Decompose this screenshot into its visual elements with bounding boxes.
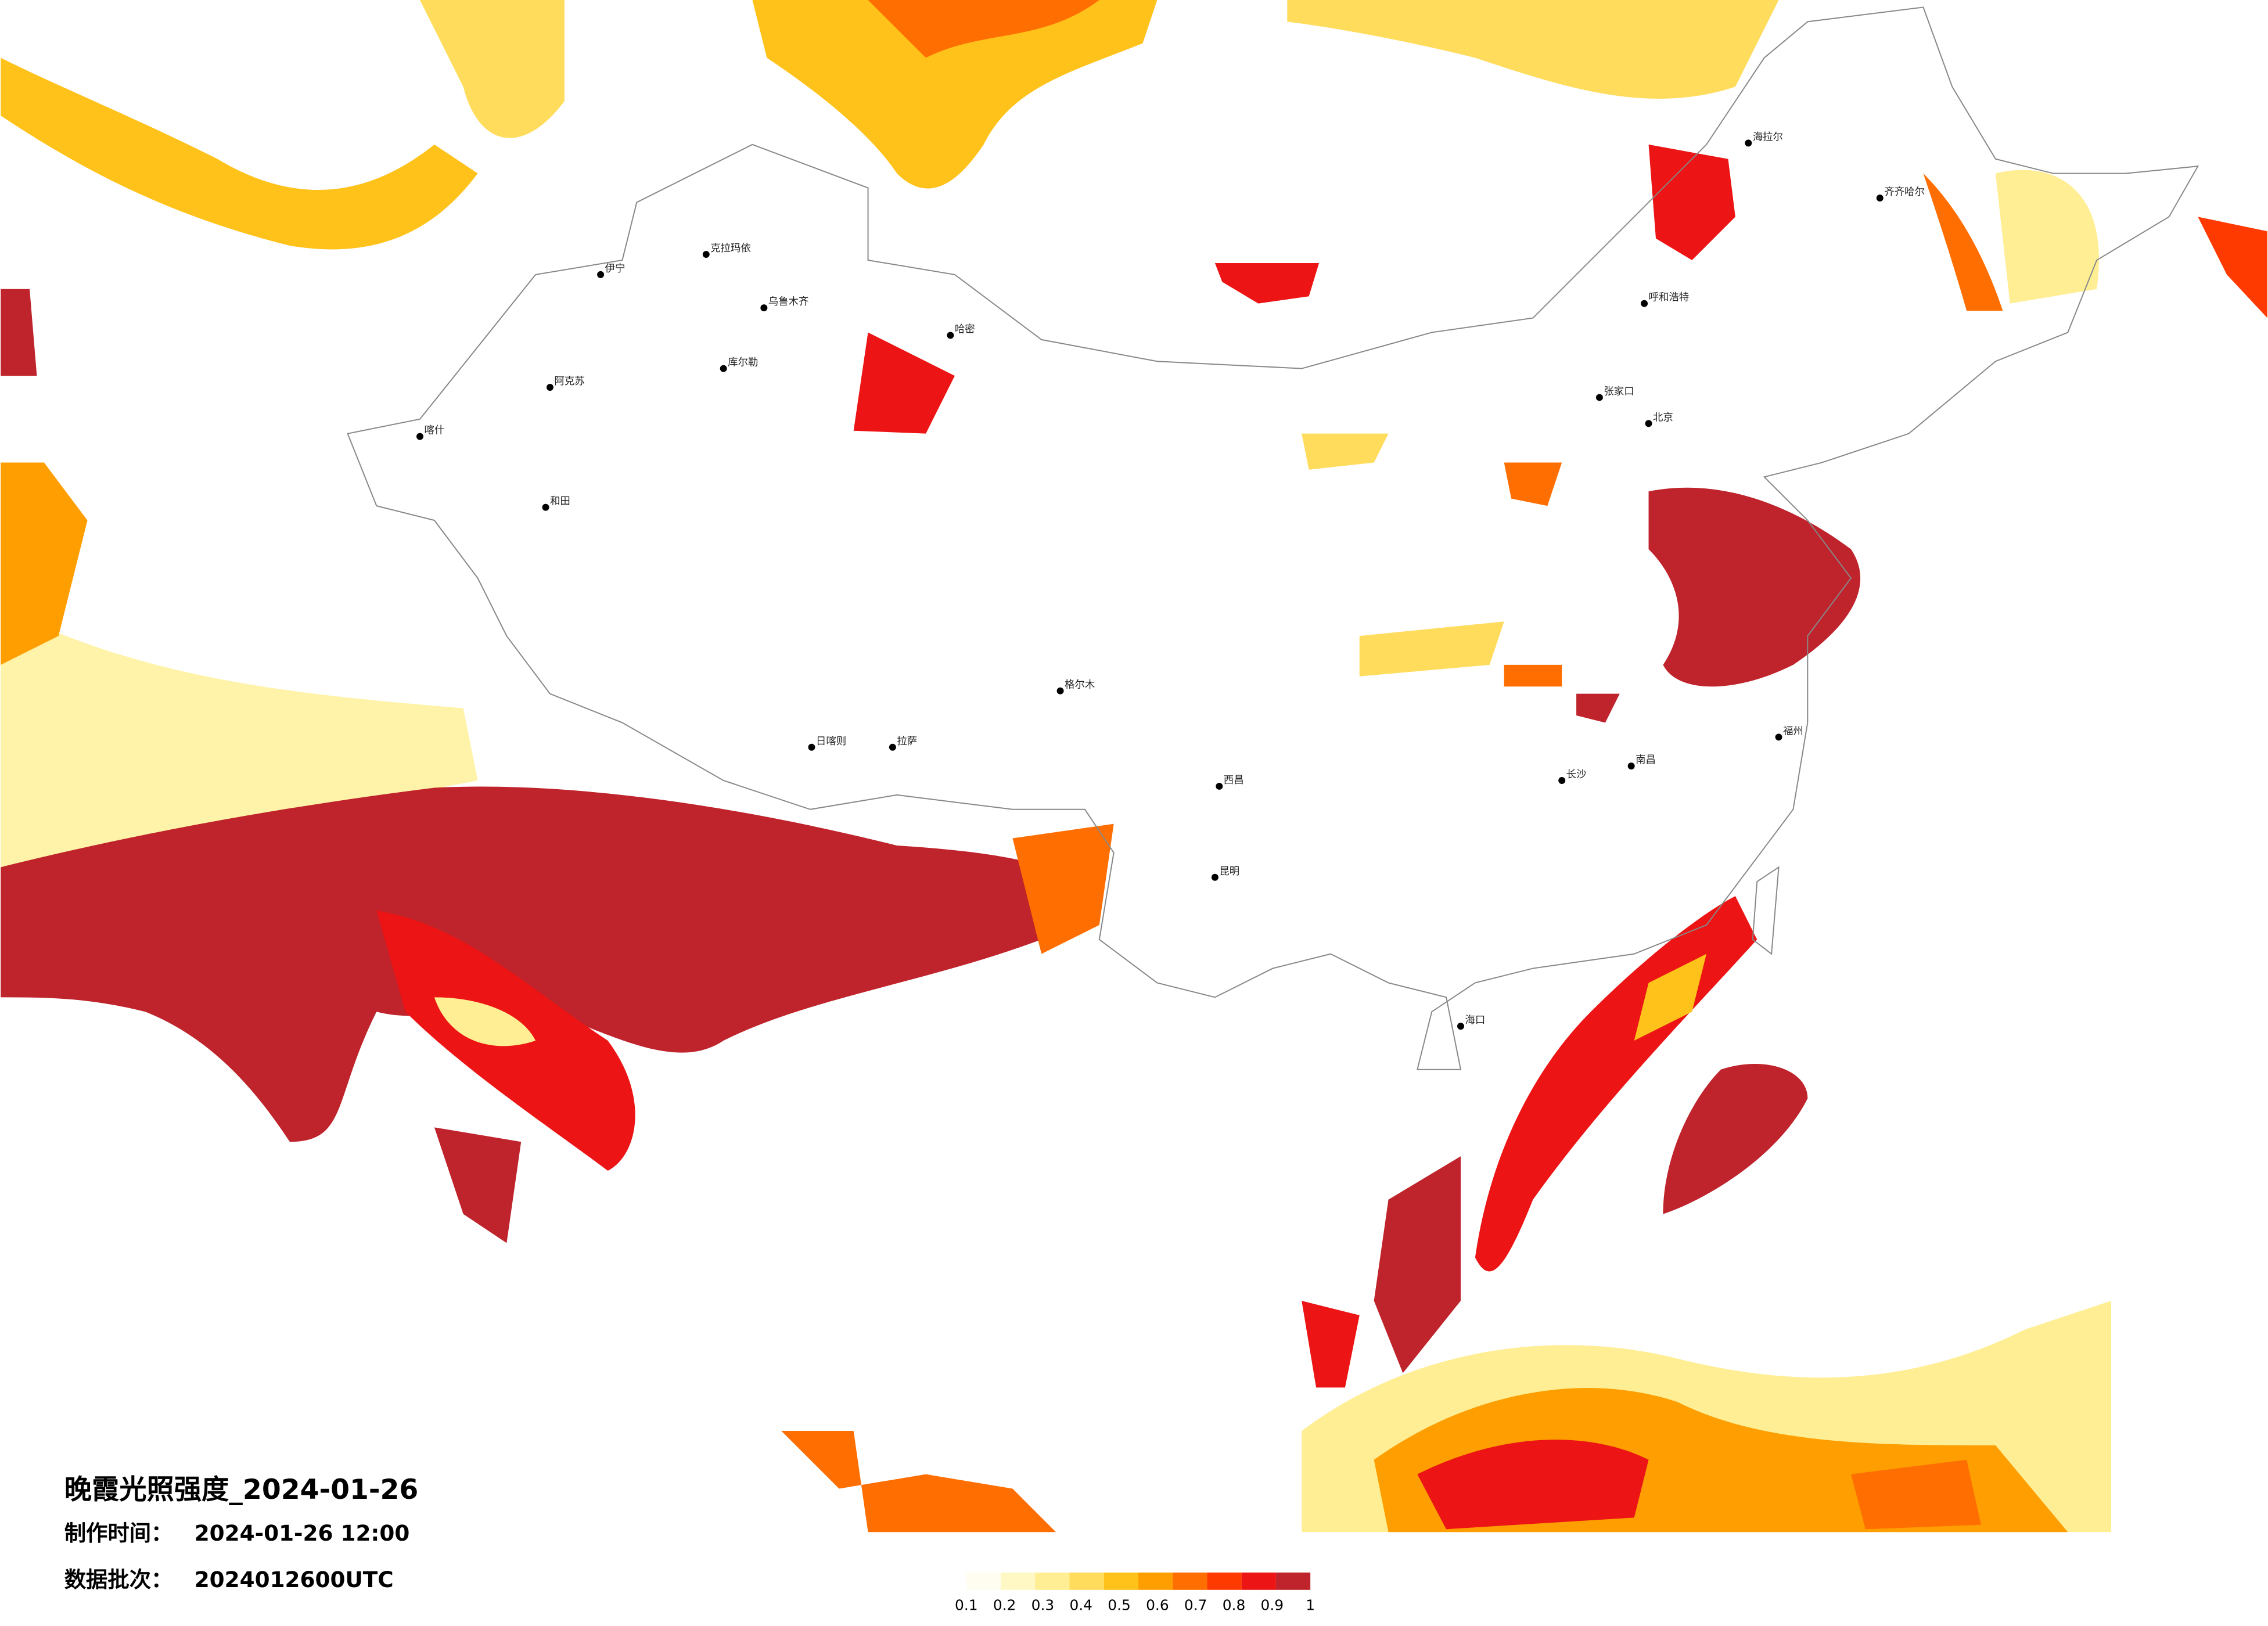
city-dot — [760, 304, 768, 312]
colorbar-label: 1 — [1306, 1597, 1315, 1614]
colorbar-label: 0.6 — [1146, 1597, 1169, 1614]
city-label: 和田 — [550, 496, 570, 508]
city-label: 海拉尔 — [1753, 131, 1783, 143]
city-dot — [547, 384, 553, 391]
colorbar-cell — [966, 1572, 1001, 1590]
city-label: 阿克苏 — [554, 376, 584, 387]
production-time-label: 制作时间： — [64, 1520, 173, 1546]
colorbar-label: 0.7 — [1184, 1597, 1207, 1614]
city-dot — [1876, 195, 1884, 202]
colorbar-cell — [1275, 1572, 1311, 1590]
city-label: 长沙 — [1566, 769, 1587, 780]
map-title: 晚霞光照强度_2024-01-26 — [64, 1474, 419, 1506]
data-batch-value: 2024012600UTC — [195, 1567, 394, 1592]
city-dot — [808, 743, 815, 751]
city-dot — [947, 332, 954, 339]
data-batch-label: 数据批次： — [64, 1567, 173, 1592]
colorbar-label: 0.4 — [1069, 1597, 1092, 1614]
city-label: 齐齐哈尔 — [1884, 186, 1925, 198]
city-label: 克拉玛依 — [710, 243, 751, 254]
colorbar: 0.1 0.2 0.3 0.4 0.5 0.6 0.7 0.8 0.9 1 — [955, 1572, 1315, 1614]
city-dot — [1558, 777, 1566, 784]
city-label: 南昌 — [1636, 754, 1656, 766]
production-time-value: 2024-01-26 12:00 — [195, 1520, 410, 1546]
city-dot — [1641, 300, 1648, 307]
city-label: 海口 — [1465, 1015, 1485, 1026]
country-outline — [347, 6, 2199, 1070]
city-dot — [1056, 687, 1064, 695]
colorbar-label: 0.1 — [955, 1597, 978, 1614]
city-label: 福州 — [1783, 725, 1803, 737]
city-label: 拉萨 — [897, 736, 917, 747]
colorbar-cell — [1241, 1572, 1276, 1590]
city-dot — [1595, 394, 1603, 401]
colorbar-label: 0.3 — [1031, 1597, 1055, 1614]
city-label: 库尔勒 — [728, 357, 758, 369]
colorbar-cell — [1069, 1572, 1104, 1590]
city-label: 哈密 — [955, 323, 975, 335]
city-dot — [889, 743, 896, 751]
city-label: 乌鲁木齐 — [768, 296, 809, 308]
city-dot — [720, 365, 727, 372]
city-dot — [1645, 420, 1652, 427]
colorbar-cell — [1207, 1572, 1242, 1590]
glow-field — [1, 0, 2267, 1533]
city-label: 呼和浩特 — [1649, 292, 1690, 304]
city-label: 北京 — [1653, 412, 1673, 423]
colorbar-label: 0.8 — [1223, 1597, 1246, 1614]
city-dot — [1745, 139, 1752, 147]
colorbar-cell — [1035, 1572, 1070, 1590]
colorbar-cell — [1001, 1572, 1036, 1590]
colorbar-cell — [1138, 1572, 1173, 1590]
city-label: 昆明 — [1219, 866, 1239, 877]
colorbar-label: 0.2 — [993, 1597, 1016, 1614]
city-dot — [416, 433, 423, 440]
city-label: 西昌 — [1224, 775, 1244, 786]
city-dot — [1457, 1023, 1464, 1030]
city-label: 伊宁 — [605, 263, 626, 275]
colorbar-cell — [1104, 1572, 1138, 1590]
city-dot — [597, 271, 605, 278]
city-dot — [1216, 782, 1223, 790]
city-dot — [1211, 873, 1219, 881]
city-dot — [1775, 733, 1782, 741]
city-dot — [542, 503, 549, 511]
city-dot — [1627, 762, 1635, 770]
city-label: 日喀则 — [816, 736, 846, 747]
city-label: 喀什 — [424, 425, 444, 437]
city-label: 张家口 — [1604, 386, 1634, 397]
colorbar-cell — [1173, 1572, 1207, 1590]
city-label: 格尔木 — [1065, 679, 1095, 691]
city-dot — [702, 251, 710, 258]
colorbar-label: 0.9 — [1261, 1597, 1284, 1614]
colorbar-label: 0.5 — [1108, 1597, 1131, 1614]
